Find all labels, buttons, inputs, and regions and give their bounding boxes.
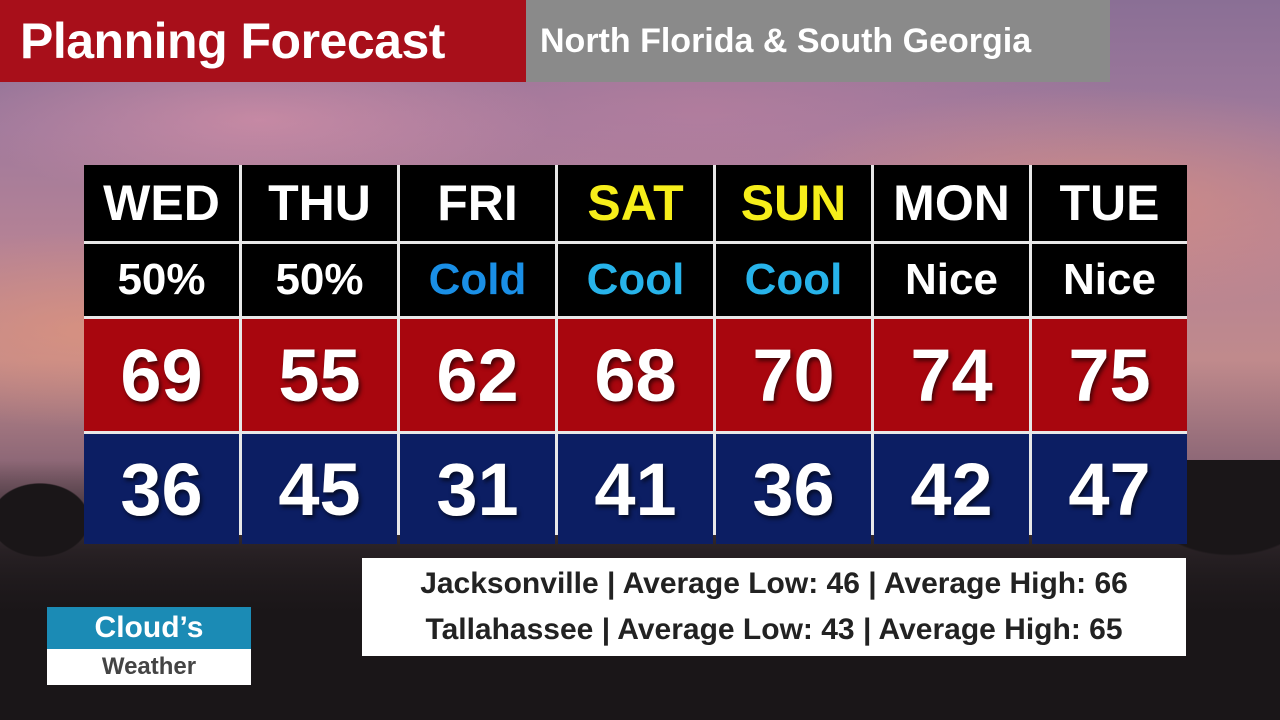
condition-thu: 50% bbox=[242, 244, 397, 316]
day-sat: SAT bbox=[558, 165, 713, 241]
low-temp-tue: 47 bbox=[1032, 434, 1187, 544]
low-temp-thu: 45 bbox=[242, 434, 397, 544]
condition-sun: Cool bbox=[716, 244, 871, 316]
region-label: North Florida & South Georgia bbox=[526, 0, 1110, 82]
day-thu: THU bbox=[242, 165, 397, 241]
condition-sat: Cool bbox=[558, 244, 713, 316]
condition-mon: Nice bbox=[874, 244, 1029, 316]
day-sun: SUN bbox=[716, 165, 871, 241]
condition-fri: Cold bbox=[400, 244, 555, 316]
average-line-jacksonville: Jacksonville | Average Low: 46 | Average… bbox=[420, 567, 1128, 600]
day-fri: FRI bbox=[400, 165, 555, 241]
low-temp-wed: 36 bbox=[84, 434, 239, 544]
logo-top-text: Cloud’s bbox=[47, 607, 251, 649]
average-temps-box: Jacksonville | Average Low: 46 | Average… bbox=[362, 558, 1186, 656]
average-line-tallahassee: Tallahassee | Average Low: 43 | Average … bbox=[425, 613, 1123, 646]
day-tue: TUE bbox=[1032, 165, 1187, 241]
high-temp-wed: 69 bbox=[84, 319, 239, 431]
day-wed: WED bbox=[84, 165, 239, 241]
high-temp-mon: 74 bbox=[874, 319, 1029, 431]
high-temp-sun: 70 bbox=[716, 319, 871, 431]
page-title: Planning Forecast bbox=[0, 0, 526, 82]
day-mon: MON bbox=[874, 165, 1029, 241]
low-temp-sun: 36 bbox=[716, 434, 871, 544]
clouds-weather-logo: Cloud’s Weather bbox=[47, 607, 251, 685]
low-temp-fri: 31 bbox=[400, 434, 555, 544]
low-temp-sat: 41 bbox=[558, 434, 713, 544]
condition-wed: 50% bbox=[84, 244, 239, 316]
high-temp-fri: 62 bbox=[400, 319, 555, 431]
high-temp-thu: 55 bbox=[242, 319, 397, 431]
condition-tue: Nice bbox=[1032, 244, 1187, 316]
high-temp-tue: 75 bbox=[1032, 319, 1187, 431]
low-temp-mon: 42 bbox=[874, 434, 1029, 544]
forecast-table: WED THU FRI SAT SUN MON TUE 50% 50% Cold… bbox=[84, 165, 1187, 544]
high-temp-sat: 68 bbox=[558, 319, 713, 431]
logo-bottom-text: Weather bbox=[47, 649, 251, 685]
